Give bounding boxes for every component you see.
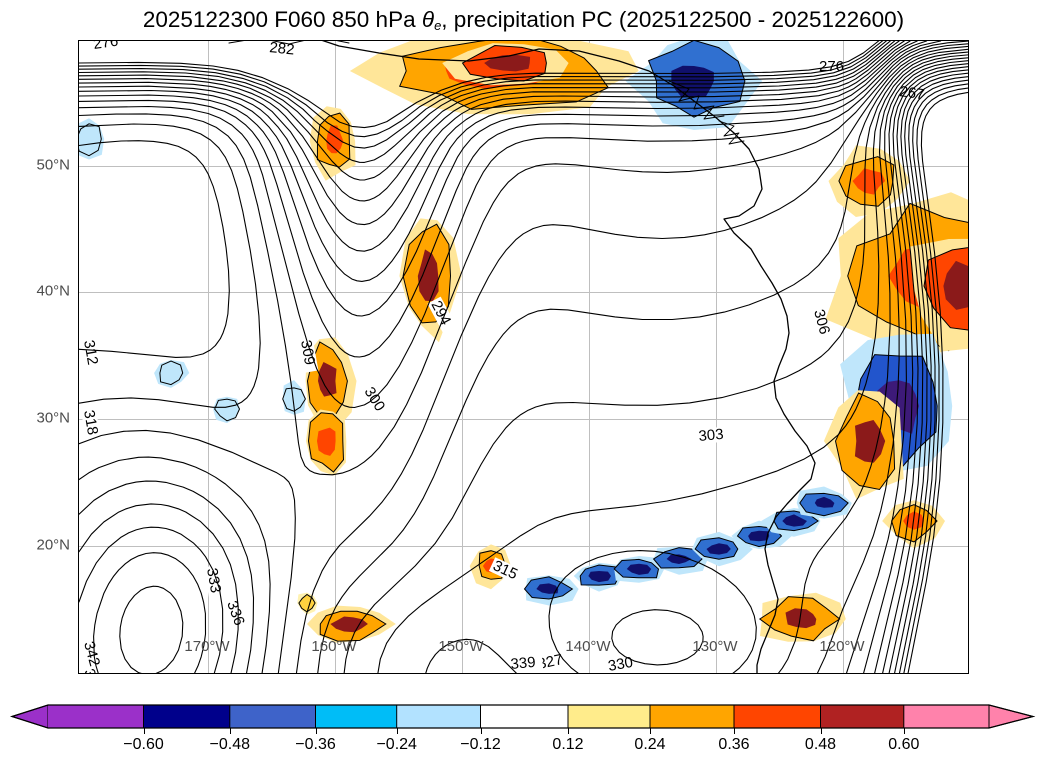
svg-text:342: 342 bbox=[80, 640, 103, 669]
svg-text:330: 330 bbox=[607, 654, 635, 674]
svg-text:276: 276 bbox=[92, 40, 119, 53]
svg-text:318: 318 bbox=[80, 409, 101, 437]
svg-text:312: 312 bbox=[80, 339, 101, 367]
svg-text:303: 303 bbox=[698, 426, 724, 445]
